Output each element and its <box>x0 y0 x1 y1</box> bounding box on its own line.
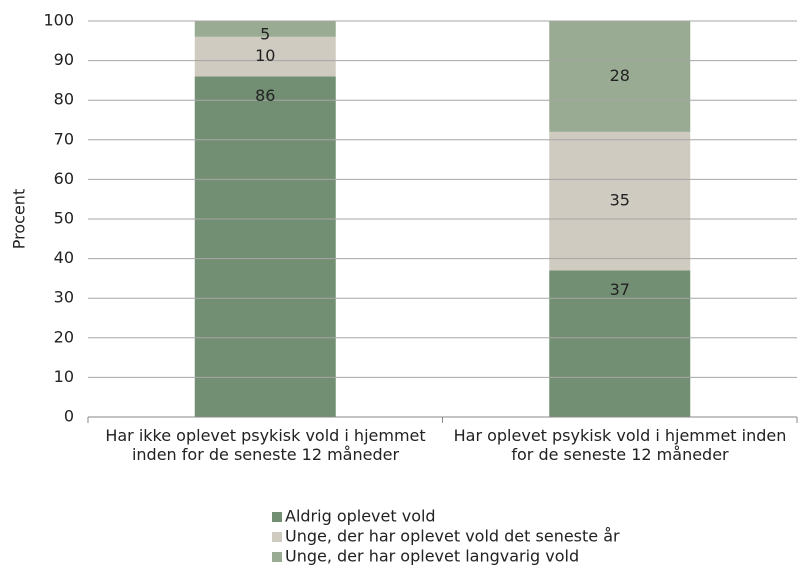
y-axis-label: Procent <box>10 189 29 249</box>
y-tick-label: 30 <box>54 288 74 307</box>
y-tick-label: 60 <box>54 169 74 188</box>
y-tick-label: 50 <box>54 209 74 228</box>
y-tick-label: 40 <box>54 248 74 267</box>
data-label: 86 <box>255 86 275 105</box>
y-tick-label: 20 <box>54 327 74 346</box>
data-label: 35 <box>610 191 630 210</box>
data-label: 37 <box>610 280 630 299</box>
bar-segment <box>194 36 336 77</box>
legend-label: Unge, der har oplevet langvarig vold <box>285 547 579 566</box>
data-label: 5 <box>260 25 270 44</box>
y-tick-label: 70 <box>54 129 74 148</box>
bar-segment <box>194 21 336 37</box>
legend-swatch <box>272 532 282 542</box>
bar-segment <box>549 21 691 132</box>
data-label: 28 <box>610 66 630 85</box>
y-tick-label: 100 <box>43 11 74 30</box>
y-tick-label: 0 <box>64 407 74 426</box>
legend-label: Unge, der har oplevet vold det seneste å… <box>285 527 620 546</box>
plot-area <box>194 21 691 417</box>
y-tick-label: 80 <box>54 90 74 109</box>
x-tick-label: Har ikke oplevet psykisk vold i hjemmet … <box>105 426 426 464</box>
x-tick-label: Har oplevet psykisk vold i hjemmet inden… <box>453 426 787 464</box>
bar-segment <box>549 270 691 417</box>
legend-label: Aldrig oplevet vold <box>285 507 436 526</box>
bar-segment <box>194 76 336 417</box>
legend-swatch <box>272 552 282 562</box>
y-tick-label: 10 <box>54 367 74 386</box>
data-label: 10 <box>255 46 275 65</box>
legend-swatch <box>272 512 282 522</box>
y-tick-label: 90 <box>54 50 74 69</box>
bar-segment <box>549 131 691 271</box>
